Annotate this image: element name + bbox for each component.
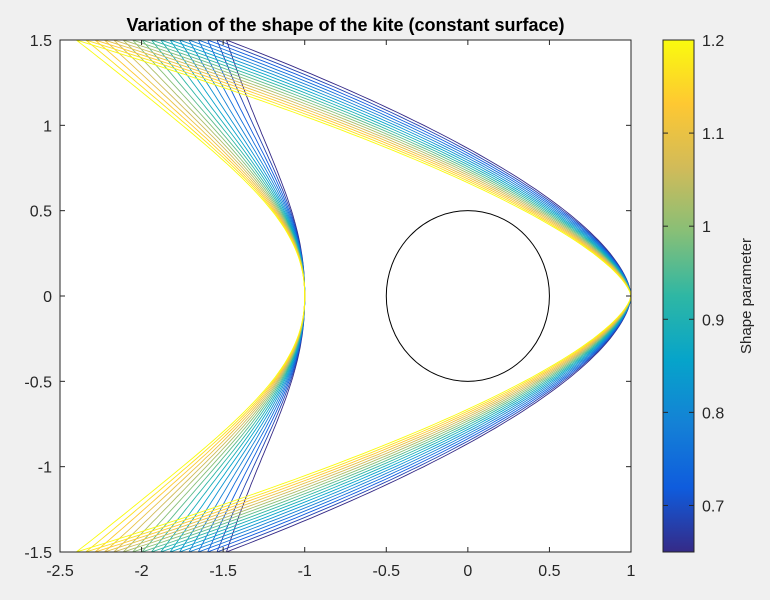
y-tick-label: -1 xyxy=(38,460,52,477)
colorbar-tick-label: 0.9 xyxy=(702,312,724,329)
x-tick-label: -1 xyxy=(298,563,312,580)
circle xyxy=(385,210,550,382)
y-tick-label: 0 xyxy=(43,289,52,306)
x-tick-label: -2 xyxy=(134,563,148,580)
kite-curves xyxy=(76,40,631,552)
colorbar-tick-label: 0.8 xyxy=(702,405,724,422)
x-tick-label: 0.5 xyxy=(538,563,560,580)
colorbar-tick-label: 0.7 xyxy=(702,498,724,515)
x-tick-label: 0 xyxy=(463,563,472,580)
x-tick-label: -0.5 xyxy=(372,563,400,580)
y-tick-label: 1.5 xyxy=(30,33,52,50)
colorbar xyxy=(662,39,695,553)
chart-title: Variation of the shape of the kite (cons… xyxy=(126,15,564,35)
colorbar-ticks: 0.7 0.8 0.9 1 1.1 1.2 xyxy=(663,33,724,515)
x-tick-label: -2.5 xyxy=(46,563,74,580)
y-tick-label: 1 xyxy=(43,118,52,135)
x-tick-label: 1 xyxy=(627,563,636,580)
axis-ticks: -2.5 -2 -1.5 -1 -0.5 0 0.5 1 -1.5 -1 -0.5 0 0.5 1 1.5 xyxy=(24,33,635,580)
x-tick-label: -1.5 xyxy=(209,563,237,580)
colorbar-tick-label: 1.2 xyxy=(702,33,724,50)
axes-background xyxy=(60,40,631,552)
circle-layer xyxy=(385,210,550,382)
colorbar-tick-label: 1 xyxy=(702,219,711,236)
y-tick-label: -1.5 xyxy=(24,545,52,562)
colorbar-tick-label: 1.1 xyxy=(702,126,724,143)
y-tick-label: -0.5 xyxy=(24,374,52,391)
colorbar-label: Shape parameter xyxy=(738,238,755,354)
kite-curve-17 xyxy=(76,40,631,552)
y-tick-label: 0.5 xyxy=(30,204,52,221)
